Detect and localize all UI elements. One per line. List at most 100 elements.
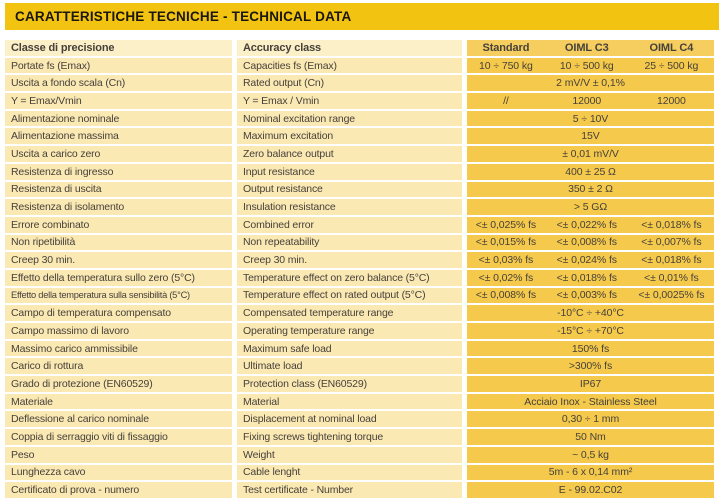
row-label-en: Operating temperature range xyxy=(237,323,462,339)
row-label-it: Deflessione al carico nominale xyxy=(5,411,232,428)
value-cell: 10 ÷ 500 kg xyxy=(559,59,614,72)
row-label-it: Grado di protezione (EN60529) xyxy=(5,376,232,392)
table-row: Carico di rottura Ultimate load >300% fs xyxy=(5,358,714,375)
table-row: Resistenza di uscita Output resistance 350… xyxy=(5,181,714,198)
technical-data-table: Classe di precisione Accuracy class Stan… xyxy=(5,40,714,498)
table-header-row: Classe di precisione Accuracy class Stan… xyxy=(5,40,714,56)
value-cell-span: 0,30 ÷ 1 mm xyxy=(561,413,620,426)
row-label-it: Coppia di serraggio viti di fissaggio xyxy=(5,429,232,445)
value-cell: <± 0,025% fs xyxy=(475,218,537,231)
value-cell-span: ± 0,01 mV/V xyxy=(562,147,619,160)
value-cell: <± 0,018% fs xyxy=(556,271,617,284)
value-cell: <± 0,03% fs xyxy=(478,254,534,267)
header-label-en: Accuracy class xyxy=(237,40,462,56)
row-values: 400 ± 25 Ω xyxy=(467,163,714,180)
row-label-it: Massimo carico ammissibile xyxy=(5,340,232,357)
row-values: 50 Nm xyxy=(467,429,714,445)
header-label-it: Classe di precisione xyxy=(5,40,232,56)
row-values: Acciaio Inox - Stainless Steel xyxy=(467,393,714,410)
row-label-it: Creep 30 min. xyxy=(5,252,232,268)
section-title-bar: CARATTERISTICHE TECNICHE - TECHNICAL DAT… xyxy=(5,3,719,30)
table-row: Peso Weight ~ 0,5 kg xyxy=(5,446,714,463)
value-cell: <± 0,007% fs xyxy=(641,236,702,249)
row-label-en: Creep 30 min. xyxy=(237,252,462,268)
value-cell-span: 50 Nm xyxy=(575,430,606,443)
row-label-en: Input resistance xyxy=(237,163,462,180)
table-row: Coppia di serraggio viti di fissaggio Fix… xyxy=(5,429,714,445)
row-values: 2 mV/V ± 0,1% xyxy=(467,75,714,92)
row-label-en: Nominal excitation range xyxy=(237,110,462,127)
value-cell-span: 400 ± 25 Ω xyxy=(565,165,616,178)
table-row: Resistenza di isolamento Insulation resis… xyxy=(5,199,714,215)
row-label-it: Uscita a fondo scala (Cn) xyxy=(5,75,232,92)
row-label-it: Resistenza di ingresso xyxy=(5,163,232,180)
value-cell-span: 350 ± 2 Ω xyxy=(568,183,613,196)
table-row: Lunghezza cavo Cable lenght 5m - 6 x 0,14 … xyxy=(5,464,714,481)
table-row: Uscita a carico zero Zero balance output ±… xyxy=(5,146,714,162)
header-col-oiml-c4: OIML C4 xyxy=(649,41,694,54)
table-row: Non ripetibilità Non repeatability <± 0,01… xyxy=(5,234,714,251)
table-header-columns: Standard OIML C3 OIML C4 xyxy=(467,40,714,56)
row-label-en: Y = Emax / Vmin xyxy=(237,93,462,109)
row-values: <± 0,015% fs <± 0,008% fs <± 0,007% fs xyxy=(467,234,714,251)
value-cell: <± 0,018% fs xyxy=(641,254,702,267)
row-label-it: Lunghezza cavo xyxy=(5,464,232,481)
row-label-it: Certificato di prova - numero xyxy=(5,482,232,498)
table-row: Uscita a fondo scala (Cn) Rated output (C… xyxy=(5,75,714,92)
value-cell-span: 150% fs xyxy=(571,342,610,355)
row-values: 0,30 ÷ 1 mm xyxy=(467,411,714,428)
row-label-it: Uscita a carico zero xyxy=(5,146,232,162)
value-cell-span: Acciaio Inox - Stainless Steel xyxy=(524,395,657,408)
table-row: Resistenza di ingresso Input resistance 40… xyxy=(5,163,714,180)
row-label-it: Alimentazione nominale xyxy=(5,110,232,127)
value-cell: <± 0,008% fs xyxy=(475,289,537,302)
table-row: Certificato di prova - numero Test certif… xyxy=(5,482,714,498)
table-row: Alimentazione nominale Nominal excitation… xyxy=(5,110,714,127)
row-label-it: Errore combinato xyxy=(5,216,232,233)
value-cell-span: 15V xyxy=(581,130,600,143)
row-values: 10 ÷ 750 kg 10 ÷ 500 kg 25 ÷ 500 kg xyxy=(467,57,714,74)
row-values: IP67 xyxy=(467,376,714,392)
row-label-it: Alimentazione massima xyxy=(5,128,232,145)
row-label-it: Peso xyxy=(5,446,232,463)
row-values: -10°C ÷ +40°C xyxy=(467,305,714,321)
row-label-it: Materiale xyxy=(5,393,232,410)
table-row: Effetto della temperatura sullo zero (5°… xyxy=(5,269,714,286)
row-values: ± 0,01 mV/V xyxy=(467,146,714,162)
value-cell: <± 0,02% fs xyxy=(478,271,534,284)
table-row: Creep 30 min. Creep 30 min. <± 0,03% fs <± … xyxy=(5,252,714,268)
row-label-en: Weight xyxy=(237,446,462,463)
table-row: Errore combinato Combined error <± 0,025% … xyxy=(5,216,714,233)
row-label-it: Campo massimo di lavoro xyxy=(5,323,232,339)
table-row: Effetto della temperatura sulla sensibil… xyxy=(5,287,714,304)
row-values: <± 0,03% fs <± 0,024% fs <± 0,018% fs xyxy=(467,252,714,268)
row-label-it: Resistenza di isolamento xyxy=(5,199,232,215)
row-label-en: Fixing screws tightening torque xyxy=(237,429,462,445)
row-values: 150% fs xyxy=(467,340,714,357)
table-row: Campo di temperatura compensato Compensat… xyxy=(5,305,714,321)
value-cell: <± 0,003% fs xyxy=(556,289,617,302)
row-label-it: Campo di temperatura compensato xyxy=(5,305,232,321)
row-values: E - 99.02.C02 xyxy=(467,482,714,498)
row-values: 5 ÷ 10V xyxy=(467,110,714,127)
row-label-en: Combined error xyxy=(237,216,462,233)
table-row: Grado di protezione (EN60529) Protection … xyxy=(5,376,714,392)
table-row: Alimentazione massima Maximum excitation 1… xyxy=(5,128,714,145)
row-label-en: Non repeatability xyxy=(237,234,462,251)
row-label-it: Portate fs (Emax) xyxy=(5,57,232,74)
value-cell: <± 0,018% fs xyxy=(641,218,702,231)
value-cell-span: >300% fs xyxy=(568,360,613,373)
row-values: -15°C ÷ +70°C xyxy=(467,323,714,339)
value-cell: // xyxy=(503,94,509,107)
header-col-standard: Standard xyxy=(482,41,530,54)
row-label-en: Output resistance xyxy=(237,181,462,198)
row-values: // 12000 12000 xyxy=(467,93,714,109)
table-row: Massimo carico ammissibile Maximum safe l… xyxy=(5,340,714,357)
value-cell-span: > 5 GΩ xyxy=(573,201,608,214)
table-row: Materiale Material Acciaio Inox - Stainles… xyxy=(5,393,714,410)
row-values: 350 ± 2 Ω xyxy=(467,181,714,198)
row-label-it: Resistenza di uscita xyxy=(5,181,232,198)
row-label-en: Material xyxy=(237,393,462,410)
row-label-en: Cable lenght xyxy=(237,464,462,481)
row-values: >300% fs xyxy=(467,358,714,375)
